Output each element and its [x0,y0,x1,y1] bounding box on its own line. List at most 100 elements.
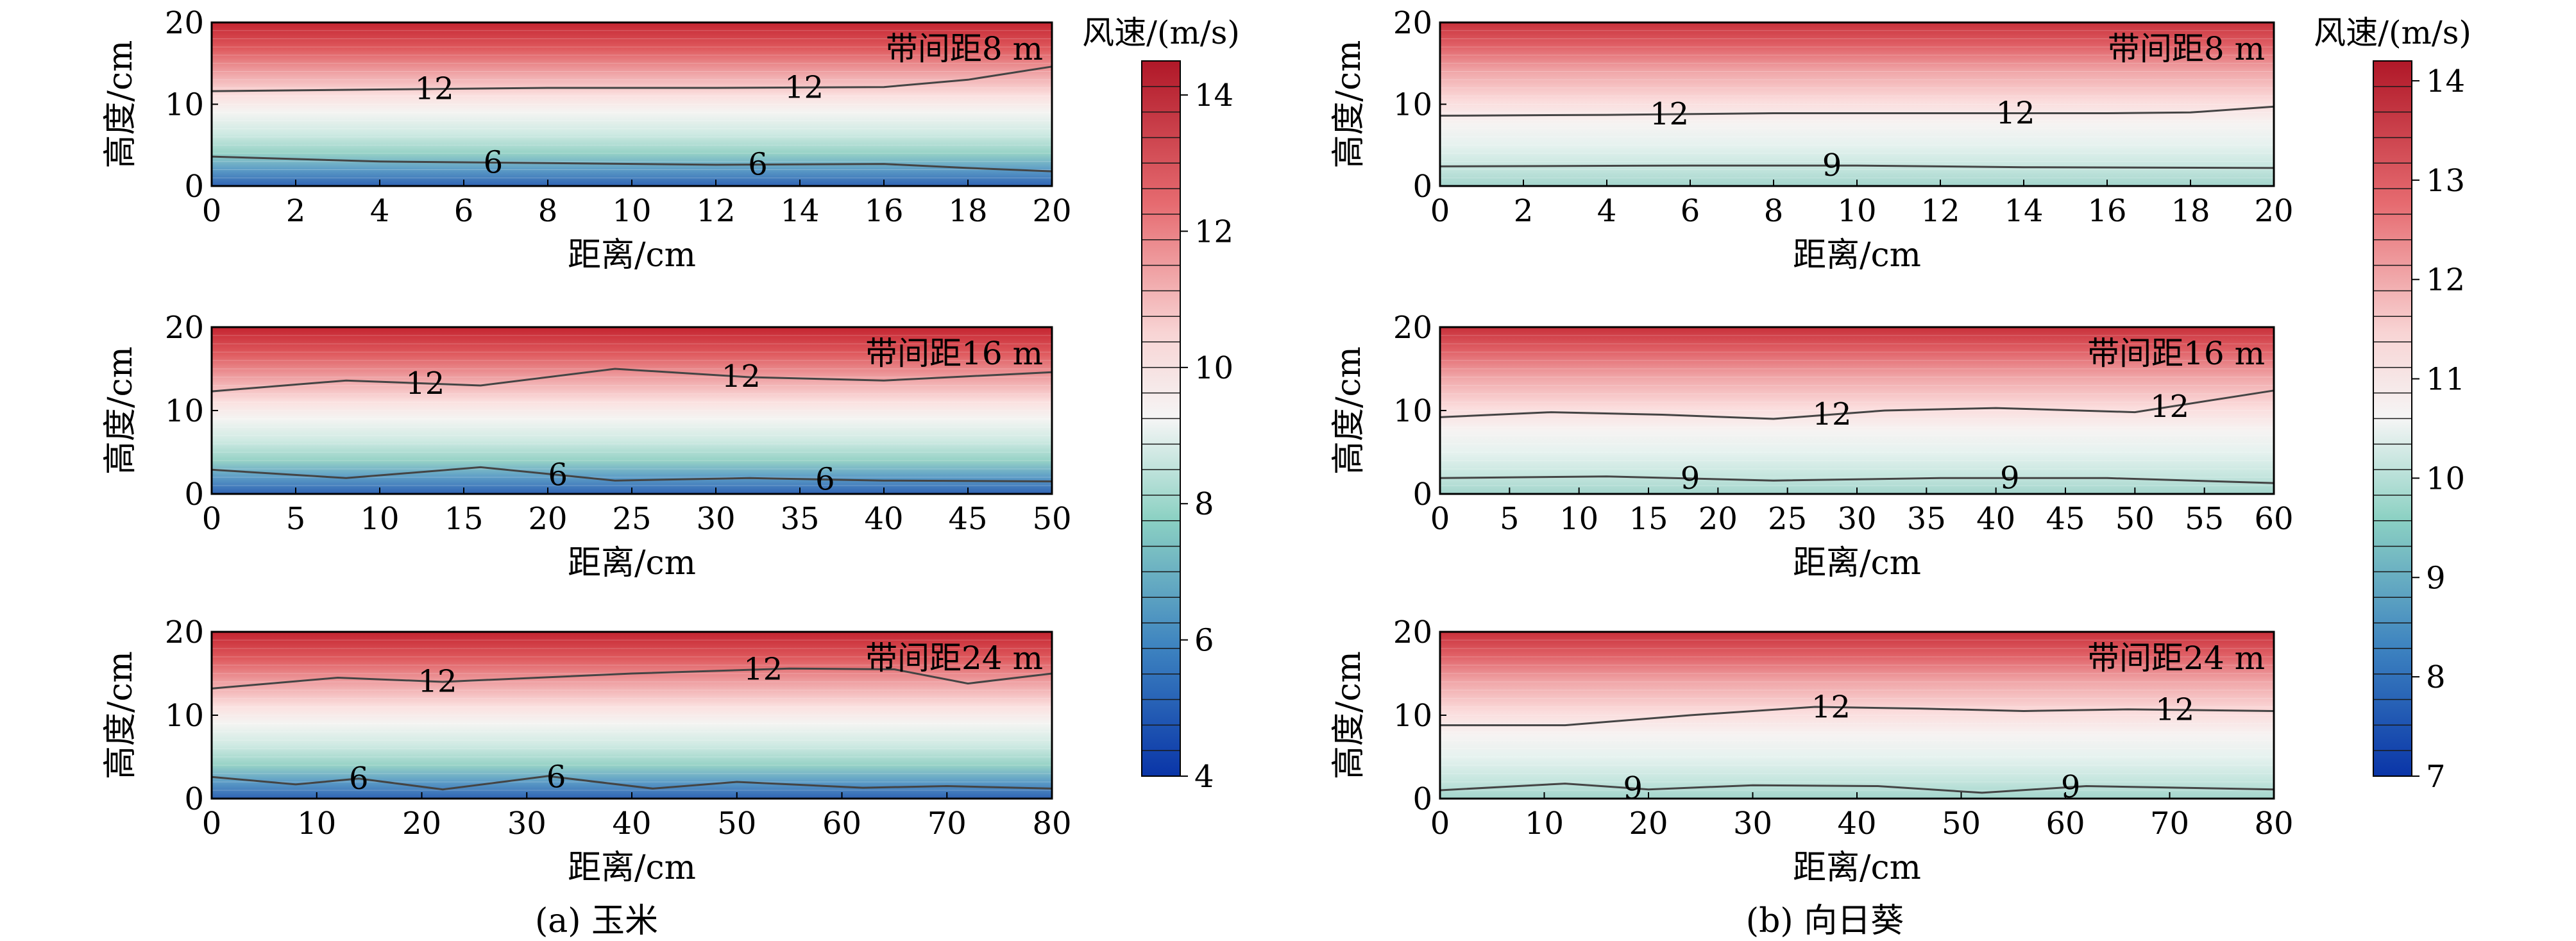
contour-label: 12 [1650,96,1689,132]
x-tick-label: 20 [1699,501,1738,537]
band-spacing-label: 带间距16 m [2087,335,2265,372]
contour-label: 6 [548,457,568,493]
x-tick-label: 2 [286,193,306,229]
contour-line-9 [1439,164,2275,169]
band-spacing-label: 带间距24 m [2087,640,2265,677]
y-tick-label: 20 [165,5,204,41]
colorbars: 4 6 8 10 12 14 风速/(m/s) 7 8 9 10 11 12 13 14 风速/(m/s) [1082,14,2471,795]
x-tick-label: 15 [1629,501,1668,537]
x-tick-label: 14 [2004,193,2043,229]
contour-label: 9 [1681,461,1700,496]
x-tick-label: 20 [1629,806,1668,842]
colorbar-tick-label: 7 [2426,759,2446,795]
x-tick-label: 30 [1837,501,1876,537]
panel-b-2: 12 12 9 9 0 5 10 15 20 25 30 35 40 45 50 55 60 0 10 20 带间距16… [1330,310,2294,582]
colorbar-tick-label: 8 [2426,659,2446,695]
colorbar-a: 4 6 8 10 12 14 风速/(m/s) [1082,14,1240,795]
y-axis-label: 高度/cm [101,651,140,779]
x-tick-label: 20 [402,806,441,842]
contour-line-12 [1440,706,2275,727]
caption-a: (a) 玉米 [535,902,658,940]
y-tick-label: 0 [184,477,204,513]
contour-label: 12 [418,664,457,700]
x-tick-label: 18 [2171,193,2210,229]
x-tick-label: 70 [928,806,967,842]
heatmap-field [212,22,1052,186]
y-axis-label: 高度/cm [101,40,140,169]
x-tick-label: 16 [2087,193,2126,229]
x-axis-label: 距离/cm [568,544,696,582]
x-axis-label: 距离/cm [1793,236,1921,275]
contour-line-6 [211,466,1053,482]
x-axis-label: 距离/cm [568,849,696,887]
heatmap-field [1440,327,2274,494]
contour-line-12 [1439,389,2275,420]
colorbar-b: 7 8 9 10 11 12 13 14 风速/(m/s) [2314,14,2471,795]
contour-label: 12 [415,71,454,107]
contour-label: 6 [748,147,768,183]
x-tick-label: 12 [696,193,735,229]
colorbar-tick-label: 8 [1194,486,1214,522]
colorbar-tick-label: 9 [2426,560,2446,596]
contour-label: 9 [2000,460,2020,496]
x-tick-label: 2 [1514,193,1534,229]
x-axis-label: 距离/cm [1793,544,1921,582]
x-tick-label: 40 [1976,501,2015,537]
colorbar-tick-label: 4 [1194,759,1214,795]
contour-line-12 [1439,105,2275,117]
x-tick-label: 30 [696,501,735,537]
y-tick-label: 10 [1393,393,1432,429]
x-tick-label: 14 [780,193,819,229]
contour-line-6 [211,155,1053,173]
y-tick-label: 20 [165,310,204,346]
x-tick-label: 40 [1837,806,1876,842]
x-tick-label: 55 [2185,501,2224,537]
y-tick-label: 10 [1393,87,1432,123]
x-tick-label: 8 [1764,193,1784,229]
y-tick-label: 20 [165,615,204,650]
y-tick-label: 0 [1412,477,1432,513]
y-axis-label: 高度/cm [1330,651,1368,779]
colorbar-tick-label: 6 [1194,623,1214,659]
x-tick-label: 80 [2254,806,2293,842]
x-tick-label: 50 [717,806,756,842]
x-tick-label: 70 [2150,806,2189,842]
colorbar-tick-label: 12 [2426,262,2465,298]
x-tick-label: 45 [2046,501,2085,537]
contour-label: 9 [2061,769,2081,805]
x-tick-label: 6 [454,193,474,229]
colorbar-frame [2373,60,2412,777]
heatmap-field [1440,22,2274,186]
heatmap-field [212,327,1052,494]
x-tick-label: 6 [1681,193,1700,229]
band-spacing-label: 带间距8 m [886,30,1043,67]
x-tick-label: 0 [1430,806,1450,842]
x-tick-label: 4 [1597,193,1617,229]
y-tick-label: 0 [1412,781,1432,817]
x-tick-label: 10 [360,501,399,537]
y-axis-label: 高度/cm [1330,40,1368,169]
x-tick-label: 50 [2115,501,2155,537]
x-tick-label: 0 [1430,501,1450,537]
contour-label: 12 [1812,396,1851,432]
panel-a-2: 12 12 6 6 0 5 10 15 20 25 30 35 40 45 50 0 10 20 带间距16 m 距离… [101,310,1072,582]
colorbar-title: 风速/(m/s) [1082,14,1240,51]
contour-label: 12 [2155,692,2194,728]
x-tick-label: 4 [370,193,390,229]
contour-label: 12 [1996,96,2035,131]
colorbar-frame [1141,60,1181,777]
x-tick-label: 10 [612,193,651,229]
x-tick-label: 20 [1032,193,1071,229]
y-tick-label: 20 [1393,310,1432,346]
contour-label: 9 [1623,770,1643,806]
x-tick-label: 60 [822,806,861,842]
y-tick-label: 20 [1393,5,1432,41]
contour-label: 6 [349,761,369,797]
x-tick-label: 16 [864,193,903,229]
x-tick-label: 60 [2254,501,2293,537]
colorbar-tick-label: 14 [2426,64,2465,99]
contour-label: 12 [2150,389,2189,425]
colorbar-tick-label: 10 [1194,350,1233,386]
x-tick-label: 35 [780,501,819,537]
